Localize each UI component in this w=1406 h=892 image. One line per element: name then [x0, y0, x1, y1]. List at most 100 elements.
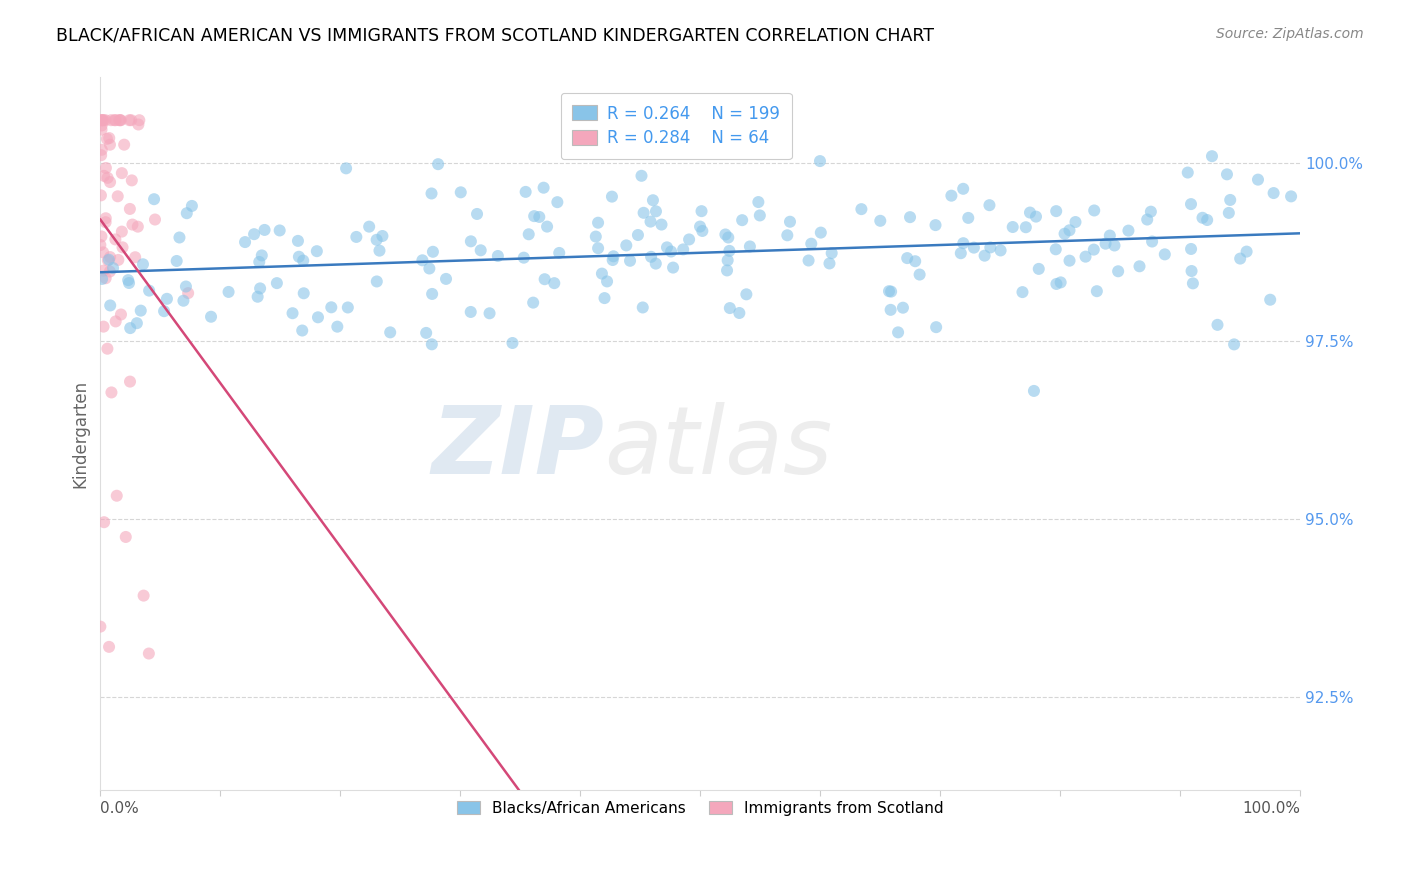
Point	[110, 113, 132, 128]
Point	[94, 161, 117, 175]
Point	[93, 319, 115, 334]
Point	[1236, 244, 1258, 259]
Point	[717, 253, 740, 268]
Point	[411, 253, 433, 268]
Point	[533, 272, 555, 286]
Point	[460, 235, 482, 249]
Point	[111, 240, 134, 254]
Point	[797, 253, 820, 268]
Point	[941, 188, 963, 202]
Point	[821, 246, 844, 260]
Point	[896, 251, 918, 265]
Point	[420, 337, 443, 351]
Point	[1098, 228, 1121, 243]
Point	[218, 285, 240, 299]
Point	[1223, 337, 1246, 351]
Point	[105, 489, 128, 503]
Point	[107, 189, 129, 203]
Point	[156, 292, 179, 306]
Point	[546, 195, 568, 210]
Point	[422, 244, 444, 259]
Point	[517, 227, 540, 242]
Point	[731, 213, 754, 227]
Point	[427, 157, 450, 171]
Text: 0.0%: 0.0%	[100, 801, 139, 815]
Point	[602, 252, 624, 267]
Point	[253, 223, 276, 237]
Point	[1118, 224, 1140, 238]
Point	[548, 246, 571, 260]
Point	[344, 230, 367, 244]
Point	[114, 530, 136, 544]
Point	[904, 254, 927, 268]
Point	[418, 261, 440, 276]
Point	[121, 173, 143, 187]
Point	[533, 180, 555, 194]
Point	[1049, 276, 1071, 290]
Point	[925, 320, 948, 334]
Point	[1201, 149, 1223, 163]
Y-axis label: Kindergarten: Kindergarten	[72, 380, 89, 488]
Point	[138, 647, 160, 661]
Point	[631, 301, 654, 315]
Point	[1197, 213, 1219, 227]
Point	[366, 275, 388, 289]
Point	[281, 306, 304, 320]
Point	[1219, 193, 1241, 207]
Point	[779, 215, 801, 229]
Point	[94, 271, 117, 285]
Point	[96, 342, 118, 356]
Point	[101, 260, 124, 275]
Point	[91, 245, 114, 260]
Point	[90, 113, 112, 128]
Point	[776, 228, 799, 243]
Point	[460, 305, 482, 319]
Point	[728, 306, 751, 320]
Point	[1059, 223, 1081, 237]
Point	[1104, 238, 1126, 252]
Point	[98, 640, 121, 654]
Point	[1216, 167, 1239, 181]
Point	[118, 113, 141, 128]
Point	[1136, 212, 1159, 227]
Point	[1025, 210, 1047, 224]
Point	[1085, 284, 1108, 298]
Point	[246, 290, 269, 304]
Point	[366, 233, 388, 247]
Point	[177, 286, 200, 301]
Point	[143, 212, 166, 227]
Point	[166, 254, 188, 268]
Point	[718, 301, 741, 315]
Point	[662, 260, 685, 275]
Point	[104, 314, 127, 328]
Point	[94, 113, 117, 128]
Point	[465, 207, 488, 221]
Point	[689, 219, 711, 234]
Point	[600, 189, 623, 203]
Point	[326, 319, 349, 334]
Point	[1180, 197, 1202, 211]
Point	[1191, 211, 1213, 225]
Point	[128, 113, 150, 128]
Point	[1015, 220, 1038, 235]
Point	[89, 238, 111, 252]
Point	[586, 241, 609, 255]
Text: 100.0%: 100.0%	[1241, 801, 1301, 815]
Point	[949, 246, 972, 260]
Point	[98, 137, 121, 152]
Point	[1206, 318, 1229, 332]
Point	[288, 250, 311, 264]
Point	[129, 303, 152, 318]
Point	[420, 287, 443, 301]
Point	[717, 230, 740, 244]
Point	[91, 263, 114, 277]
Point	[596, 274, 619, 288]
Point	[90, 148, 112, 162]
Point	[627, 227, 650, 242]
Point	[90, 113, 112, 128]
Point	[529, 210, 551, 224]
Point	[522, 295, 544, 310]
Point	[952, 182, 974, 196]
Point	[659, 244, 682, 259]
Point	[619, 253, 641, 268]
